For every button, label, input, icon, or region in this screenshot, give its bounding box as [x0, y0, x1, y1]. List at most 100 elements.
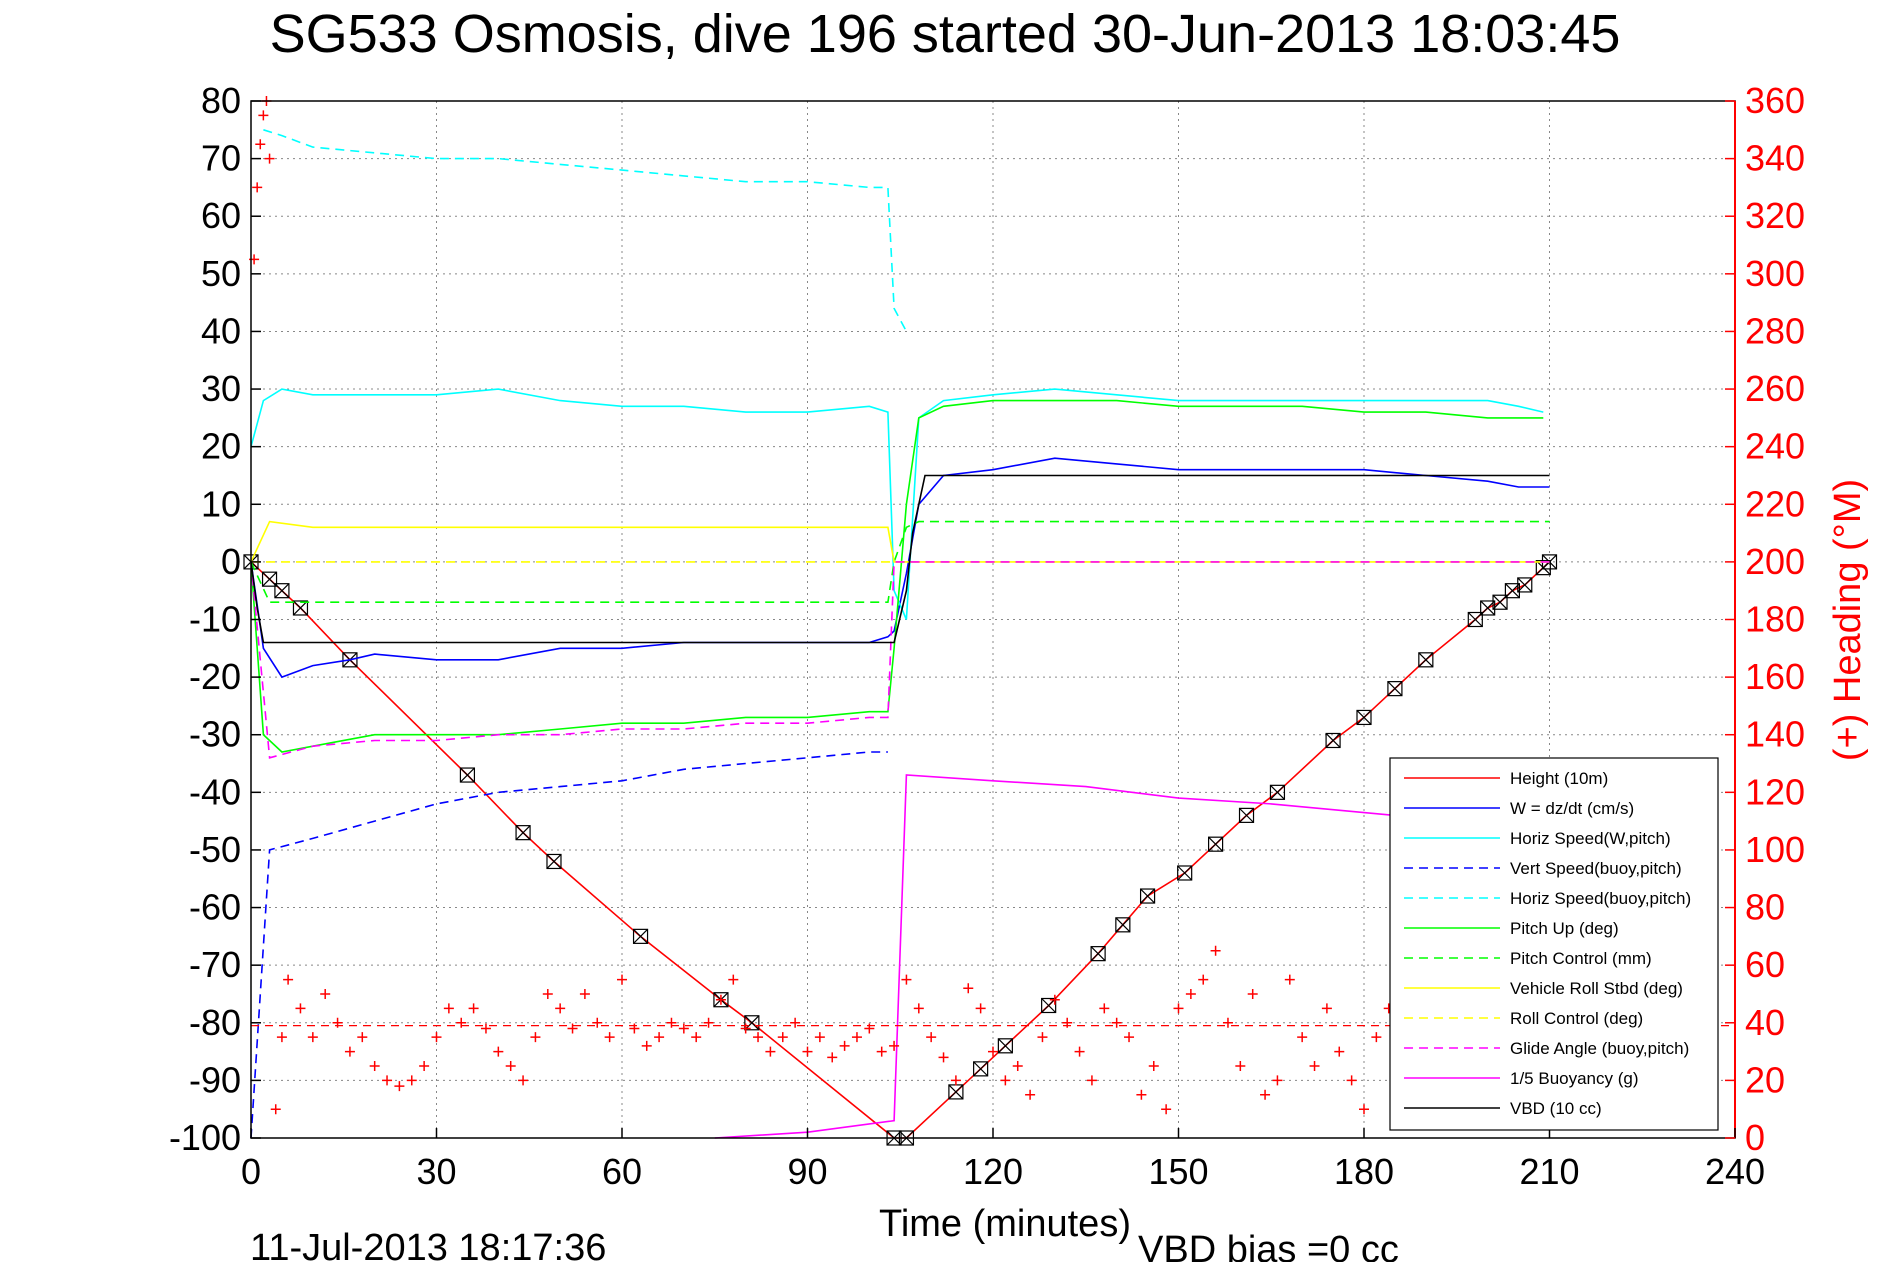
heading-point: [518, 1075, 529, 1086]
height-marker: [1041, 997, 1057, 1014]
heading-point: [1012, 1060, 1023, 1071]
y-tick-label: -40: [189, 771, 241, 812]
heading-point: [1321, 1003, 1332, 1014]
height-marker-x: [633, 928, 648, 944]
y2-tick-label: 360: [1745, 80, 1805, 121]
heading-point: [505, 1060, 516, 1071]
height-marker: [1090, 946, 1106, 962]
heading-point: [592, 1017, 603, 1028]
heading-point: [777, 1032, 788, 1043]
height-marker-x: [1041, 998, 1057, 1013]
height-marker: [1387, 681, 1403, 697]
height-marker-x: [1140, 888, 1156, 904]
y2-tick-label: 240: [1745, 426, 1805, 467]
height-marker-x: [1492, 594, 1508, 610]
height-marker-x: [1467, 612, 1483, 627]
legend-entry-label: Glide Angle (buoy,pitch): [1510, 1039, 1689, 1058]
height-marker-box: [515, 825, 531, 841]
y2-tick-label: 140: [1745, 714, 1805, 755]
heading-point: [641, 1040, 652, 1051]
y2-tick-label: 40: [1745, 1002, 1785, 1043]
heading-point: [617, 974, 627, 985]
heading-point: [258, 110, 269, 121]
height-marker-x: [973, 1061, 989, 1077]
height-marker: [1115, 917, 1131, 933]
heading-point: [926, 1032, 937, 1043]
heading-point: [975, 1003, 986, 1014]
height-marker-box: [459, 767, 476, 783]
height-marker: [1467, 611, 1483, 628]
height-marker-box: [632, 928, 649, 944]
y-tick-label: -20: [189, 656, 241, 697]
series-line-11: [250, 474, 1550, 644]
heading-point: [443, 1003, 454, 1014]
height-marker-box: [342, 652, 358, 668]
height-marker-box: [1269, 784, 1286, 800]
height-marker-x: [1177, 865, 1193, 881]
y-tick-label: -10: [189, 599, 241, 640]
legend-entry-label: Horiz Speed(buoy,pitch): [1510, 889, 1691, 908]
y2-tick-label: 80: [1745, 887, 1785, 928]
height-marker-x: [1090, 946, 1106, 962]
heading-point: [1371, 1032, 1382, 1043]
height-marker-box: [1177, 865, 1193, 881]
heading-point: [678, 1023, 689, 1034]
heading-point: [703, 1017, 714, 1028]
heading-point: [320, 988, 331, 999]
height-marker-x: [948, 1084, 964, 1100]
height-marker: [459, 767, 476, 783]
y2-tick-label: 160: [1745, 656, 1805, 697]
x-tick-label: 120: [963, 1151, 1023, 1192]
heading-point: [1086, 1075, 1097, 1086]
height-marker-box: [274, 583, 290, 599]
series-line-9: [250, 561, 1550, 759]
height-marker-x: [1325, 733, 1341, 748]
legend-entry-label: Horiz Speed(W,pitch): [1510, 829, 1671, 848]
heading-point: [753, 1032, 764, 1043]
heading-point: [567, 1023, 578, 1034]
heading-point: [480, 1023, 491, 1034]
y2-tick-label: 0: [1745, 1117, 1765, 1158]
x-tick-label: 90: [787, 1151, 827, 1192]
y-tick-label: 40: [201, 310, 241, 351]
height-marker: [1325, 732, 1341, 749]
heading-point: [382, 1075, 393, 1086]
heading-point: [1173, 1003, 1184, 1014]
heading-point: [1297, 1032, 1308, 1043]
legend-entry-label: Height (10m): [1510, 769, 1608, 788]
heading-point: [357, 1032, 368, 1043]
heading-point: [864, 1023, 875, 1034]
height-marker-box: [1041, 997, 1057, 1014]
y2-tick-label: 340: [1745, 138, 1805, 179]
legend-entry-label: Vert Speed(buoy,pitch): [1510, 859, 1682, 878]
height-marker-box: [1387, 681, 1403, 697]
height-marker: [1269, 784, 1286, 800]
height-marker: [948, 1084, 964, 1100]
series-line-6: [250, 520, 1550, 604]
x-tick-label: 60: [602, 1151, 642, 1192]
heading-point: [715, 994, 726, 1005]
heading-point: [493, 1046, 504, 1057]
heading-point: [1272, 1075, 1283, 1086]
height-marker-box: [973, 1061, 989, 1077]
legend-entry-label: VBD (10 cc): [1510, 1099, 1602, 1118]
height-marker-x: [1504, 583, 1520, 599]
y-tick-label: -70: [189, 944, 241, 985]
heading-point: [913, 1003, 924, 1014]
height-marker: [1139, 888, 1156, 904]
height-marker-x: [1356, 710, 1372, 725]
heading-point: [252, 182, 263, 193]
heading-point: [1210, 945, 1221, 956]
heading-point: [1359, 1104, 1369, 1115]
y-tick-label: 30: [201, 368, 241, 409]
y2-tick-label: 280: [1745, 310, 1805, 351]
y2-tick-label: 300: [1745, 253, 1805, 294]
heading-point: [276, 1032, 287, 1043]
y-tick-label: 0: [221, 541, 241, 582]
heading-point: [394, 1081, 405, 1092]
series-line-7: [250, 520, 1550, 563]
height-marker-x: [459, 767, 475, 783]
heading-point: [988, 1046, 998, 1057]
height-marker: [546, 853, 562, 870]
